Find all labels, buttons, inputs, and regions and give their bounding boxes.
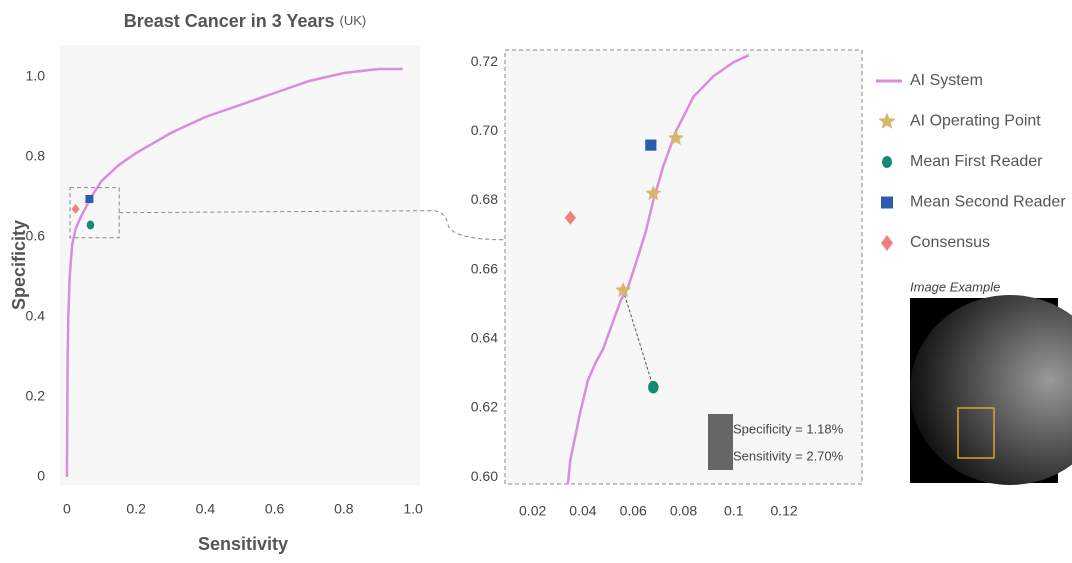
x-tick-label: 0.12 <box>770 503 797 519</box>
legend: AI System AI Operating Point Mean First Re… <box>876 72 1066 251</box>
legend-marker <box>881 235 893 251</box>
y-tick-label: 0.62 <box>471 399 498 415</box>
annotation: Specificity = 1.18% <box>733 421 844 436</box>
marker <box>87 221 95 230</box>
x-tick-label: 1.0 <box>403 501 423 517</box>
marker <box>648 381 659 394</box>
x-tick-label: 0.04 <box>569 503 596 519</box>
x-tick-label: 0.02 <box>519 503 546 519</box>
chart-title: Breast Cancer in 3 Years (UK) <box>124 11 367 31</box>
legend-label: AI Operating Point <box>910 113 1041 130</box>
legend-label: AI System <box>910 72 983 89</box>
x-tick-label: 0.8 <box>334 501 354 517</box>
image-label: Image Example <box>910 279 1000 294</box>
y-tick-label: 0.72 <box>471 53 498 69</box>
y-tick-label: 0.60 <box>471 468 498 484</box>
x-tick-label: 0 <box>63 501 71 517</box>
legend-marker <box>878 113 895 129</box>
plot-area <box>60 45 420 485</box>
x-tick-label: 0.06 <box>620 503 647 519</box>
y-tick-label: 0.68 <box>471 191 498 207</box>
y-tick-label: 0.2 <box>26 388 46 404</box>
y-tick-label: 0.66 <box>471 260 498 276</box>
legend-label: Consensus <box>910 234 990 251</box>
x-tick-label: 0.2 <box>126 501 146 517</box>
figure: Breast Cancer in 3 Years (UK) Sensitivit… <box>0 0 1072 558</box>
marker <box>645 139 656 150</box>
annotation: Sensitivity = 2.70% <box>733 448 844 463</box>
image-example <box>910 295 1072 485</box>
x-tick-label: 0.4 <box>196 501 216 517</box>
y-tick-label: 0.70 <box>471 122 498 138</box>
y-tick-label: 0.4 <box>26 308 46 324</box>
legend-label: Mean Second Reader <box>910 194 1066 211</box>
x-axis-label: Sensitivity <box>198 534 288 554</box>
y-tick-label: 0.8 <box>26 148 46 164</box>
y-tick-label: 0 <box>37 468 45 484</box>
y-tick-label: 0.64 <box>471 329 498 345</box>
legend-marker <box>882 156 892 168</box>
legend-label: Mean First Reader <box>910 153 1043 170</box>
legend-marker <box>881 197 893 209</box>
y-tick-label: 1.0 <box>26 68 46 84</box>
x-tick-label: 0.1 <box>724 503 744 519</box>
y-tick-label: 0.6 <box>26 228 46 244</box>
title: Breast Cancer in 3 Years <box>124 11 335 31</box>
annotation-box <box>708 414 733 470</box>
subtitle: (UK) <box>340 13 367 28</box>
x-tick-label: 0.6 <box>265 501 285 517</box>
x-tick-label: 0.08 <box>670 503 697 519</box>
marker <box>85 195 93 203</box>
